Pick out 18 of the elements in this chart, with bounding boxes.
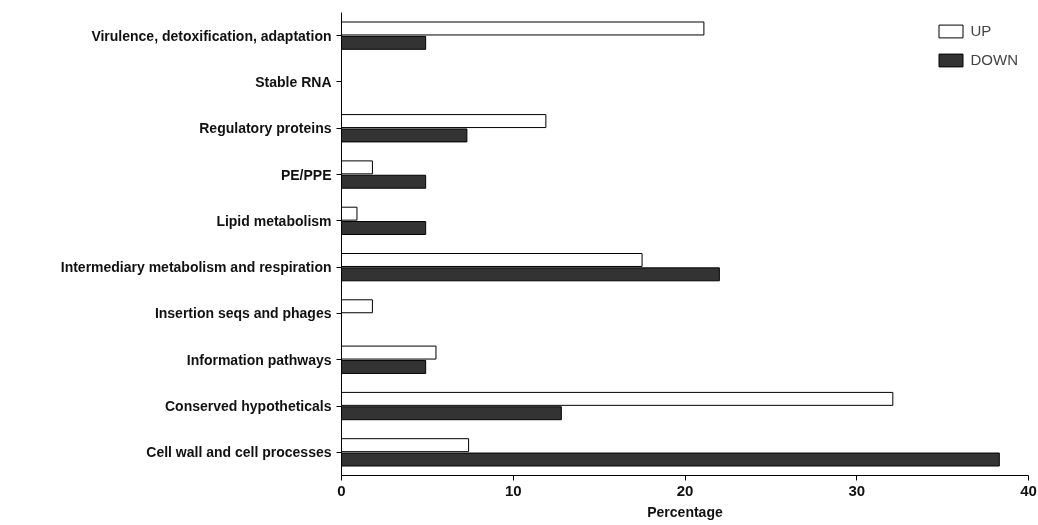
y-tick-label: Lipid metabolism xyxy=(216,212,332,229)
x-tick-label: 0 xyxy=(337,481,346,499)
legend-label: DOWN xyxy=(970,51,1018,68)
x-tick-label: 30 xyxy=(848,481,866,499)
x-tick-label: 10 xyxy=(504,481,522,499)
y-tick-label: Stable RNA xyxy=(255,73,332,90)
y-tick-label: PE/PPE xyxy=(280,166,332,183)
y-tick-label: Virulence, detoxification, adaptation xyxy=(91,27,332,44)
y-tick-label: Cell wall and cell processes xyxy=(146,444,332,461)
legend-label: UP xyxy=(970,22,992,39)
y-tick-label: Intermediary metabolism and respiration xyxy=(60,259,332,276)
y-tick-label: Conserved hypotheticals xyxy=(165,398,332,415)
x-tick-label: 40 xyxy=(1020,481,1037,499)
y-tick-label: Regulatory proteins xyxy=(199,120,332,137)
x-tick-label: 20 xyxy=(676,481,694,499)
y-tick-label: Information pathways xyxy=(186,351,332,368)
y-tick-label: Insertion seqs and phages xyxy=(154,305,332,322)
x-axis-title: Percentage xyxy=(647,503,723,520)
